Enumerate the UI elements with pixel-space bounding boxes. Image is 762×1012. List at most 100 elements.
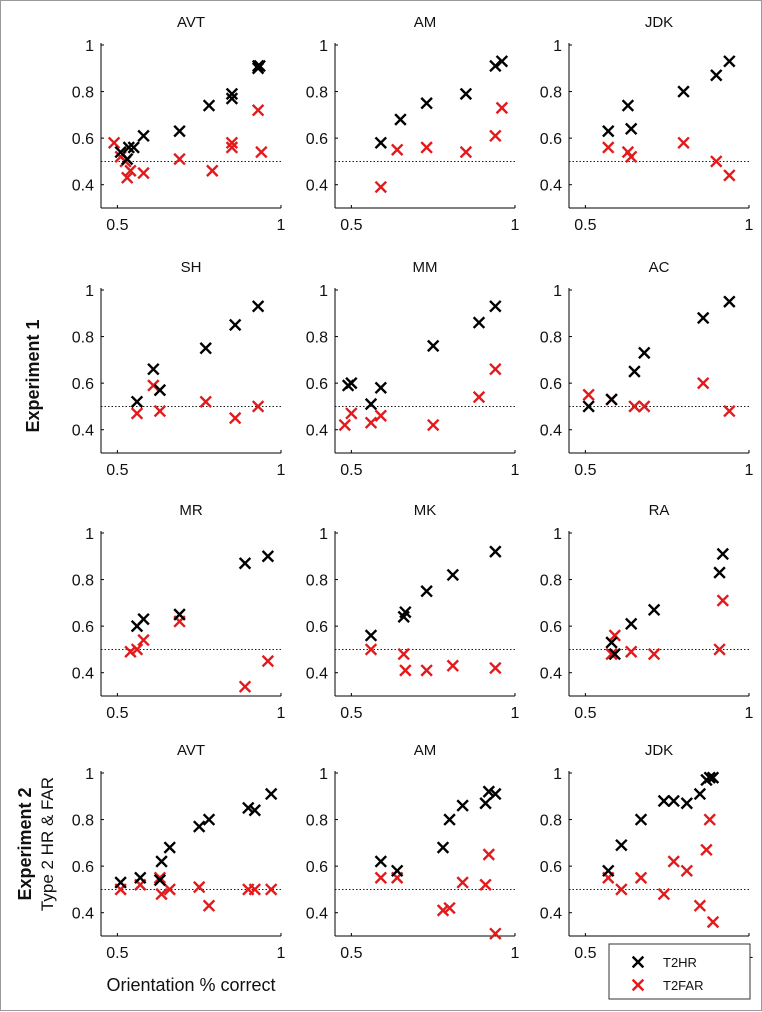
t2far-point [420,141,433,154]
t2hr-point [261,550,275,563]
t2hr-point [602,864,615,877]
y-tick-label: 0.8 [540,573,562,590]
t2far-point [713,643,726,656]
row-label-experiment-1: Experiment 1 [23,319,43,432]
y-tick-label: 1 [553,526,562,543]
t2hr-point [489,300,502,313]
y-tick-label: 0.4 [72,666,94,683]
t2far-point [459,145,473,159]
x-tick-label: 0.5 [574,705,596,722]
y-tick-label: 0.4 [72,423,94,440]
t2hr-point [472,316,486,329]
x-tick-label: 1 [511,705,520,722]
t2hr-point [374,855,388,868]
panel-mm-5: MM 0.4 0.6 0.8 1 0.5 1 [306,259,520,479]
panel-mk-8: MK 0.4 0.6 0.8 1 0.5 1 [306,502,520,722]
t2hr-point [153,873,167,887]
x-tick-label: 1 [745,462,754,479]
y-tick-label: 1 [319,283,328,300]
y-tick-label: 0.4 [306,178,328,195]
legend: T2HR T2FAR [608,943,751,1000]
y-tick-label: 1 [553,283,562,300]
y-tick-label: 1 [319,526,328,543]
x-tick-label: 1 [511,945,520,962]
y-tick-label: 0.4 [306,666,328,683]
t2hr-point [696,311,710,325]
panel-title: MK [414,502,437,519]
t2hr-point [710,69,723,82]
panel-ra-9: RA 0.4 0.6 0.8 1 0.5 1 [540,502,754,722]
t2hr-point [624,617,638,631]
t2hr-point [137,129,150,143]
t2hr-point [495,55,509,68]
t2hr-point [446,568,460,582]
x-tick-label: 1 [277,945,286,962]
x-tick-label: 0.5 [340,217,362,234]
panel-title: AVT [177,14,205,31]
t2far-point [723,169,736,182]
x-tick-label: 1 [277,217,286,234]
t2hr-point [628,365,641,378]
t2far-point [264,883,278,896]
panel-title: JDK [645,14,673,31]
t2hr-point [114,876,127,889]
t2far-point [628,400,641,413]
y-tick-label: 0.8 [72,573,94,590]
t2hr-point [130,395,144,408]
t2hr-point [723,55,736,68]
t2far-point [647,647,661,661]
x-tick-label: 0.5 [574,945,596,962]
panel-avt-10: AVT 0.4 0.6 0.8 1 0.5 1 [72,742,286,962]
t2far-point [703,813,716,826]
t2far-point [624,150,638,163]
y-tick-label: 0.6 [306,376,328,393]
t2hr-point [723,295,736,308]
t2far-point [602,141,615,154]
y-tick-label: 0.6 [306,131,328,148]
t2hr-point [264,787,278,801]
y-tick-label: 0.6 [72,859,94,876]
t2far-point [706,915,720,929]
t2hr-point [459,87,473,101]
y-tick-label: 0.6 [306,859,328,876]
t2far-point [495,101,509,115]
t2hr-point [693,787,707,801]
y-tick-label: 0.6 [540,859,562,876]
panel-title: RA [649,502,670,519]
t2far-point [206,164,219,177]
y-tick-label: 1 [85,526,94,543]
panel-sh-4: SH 0.4 0.6 0.8 1 0.5 1 [72,259,286,479]
t2far-point [680,864,694,877]
y-tick-label: 0.6 [306,619,328,636]
x-tick-label: 1 [511,217,520,234]
t2hr-point [127,141,140,154]
y-tick-label: 0.4 [540,906,562,923]
t2far-point [399,664,412,677]
t2far-point [130,407,144,420]
t2hr-point [173,124,186,138]
x-tick-label: 1 [277,462,286,479]
row-label-experiment-2: Experiment 2 Type 2 HR & FAR [15,777,57,911]
t2hr-point [192,820,206,833]
t2hr-point [225,92,239,105]
t2far-point [374,871,388,884]
t2far-point [130,643,144,656]
t2far-point [489,129,502,143]
legend-label-t2hr: T2HR [663,955,697,970]
y-tick-label: 0.6 [72,131,94,148]
t2hr-point [202,813,216,826]
x-tick-label: 0.5 [340,705,362,722]
legend-marker-t2hr [631,955,645,969]
panel-title: MR [179,502,202,519]
t2hr-point [420,97,433,110]
y-tick-label: 0.4 [540,666,562,683]
t2far-point [137,633,150,647]
t2hr-point [479,797,492,810]
t2hr-point [364,629,378,642]
t2hr-point [634,813,648,826]
t2far-point [199,395,212,408]
y-tick-label: 1 [85,38,94,55]
t2far-point [248,883,262,896]
t2far-point [605,647,618,661]
